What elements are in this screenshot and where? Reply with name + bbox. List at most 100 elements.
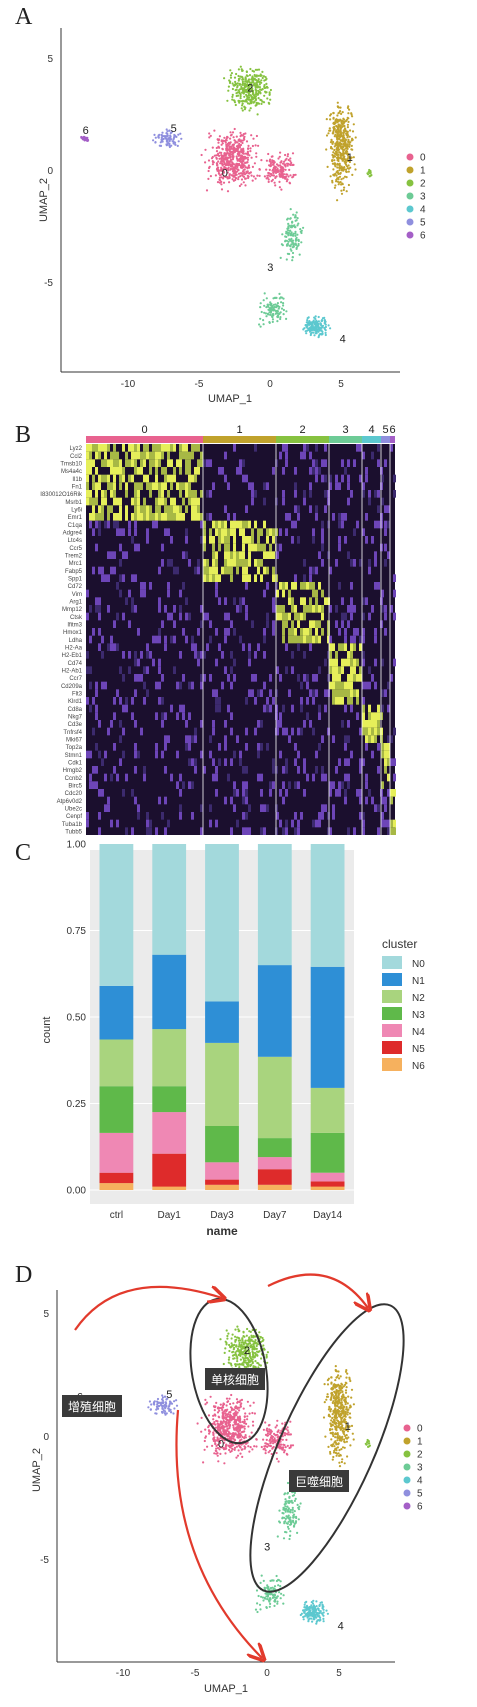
umap-point	[334, 1417, 337, 1420]
heatmap-cell	[125, 482, 128, 490]
heatmap-cell	[95, 681, 98, 690]
umap-point	[243, 1415, 246, 1418]
legend-swatch	[406, 205, 414, 213]
umap-point	[302, 226, 305, 229]
umap-point	[292, 232, 295, 235]
heatmap-cell	[327, 635, 330, 644]
heatmap-cell	[347, 674, 350, 682]
umap-point	[246, 1400, 249, 1403]
heatmap-cell	[218, 758, 221, 766]
umap-point	[266, 1432, 269, 1435]
heatmap-cell	[134, 674, 137, 682]
umap-point	[341, 140, 344, 143]
heatmap-cell	[107, 444, 110, 452]
heatmap-cell	[362, 812, 365, 820]
heatmap-cell	[146, 444, 149, 452]
heatmap-cell	[188, 681, 191, 690]
heatmap-cell	[347, 735, 350, 743]
umap-point	[290, 243, 293, 246]
heatmap-cell	[200, 804, 203, 812]
umap-point	[241, 1351, 244, 1354]
umap-point	[229, 74, 232, 77]
umap-point	[233, 1448, 236, 1451]
heatmap-cell	[285, 666, 288, 674]
umap-point	[265, 85, 268, 89]
umap-point	[279, 173, 282, 176]
heatmap-cell	[164, 605, 167, 613]
umap-plot-a: -10 -5 0 5 5 0 -5 UMAP_1 UMAP_2 0123456 …	[38, 28, 426, 405]
heatmap-cell	[134, 482, 137, 490]
umap-point	[268, 93, 271, 96]
umap-point	[245, 170, 248, 173]
heatmap-cell	[98, 827, 101, 835]
heatmap-cell	[309, 689, 312, 697]
umap-point	[239, 1417, 242, 1420]
umap-point	[337, 144, 340, 147]
heatmap-cell	[206, 643, 209, 651]
heatmap-cell	[191, 497, 194, 506]
bar-segment	[99, 844, 134, 986]
umap-point	[285, 310, 288, 313]
umap-point	[223, 1441, 226, 1444]
umap-point	[263, 85, 266, 88]
heatmap-cell	[312, 582, 315, 590]
heatmap-cell	[227, 551, 230, 559]
heatmap-cell	[269, 551, 272, 559]
umap-point	[336, 1446, 339, 1449]
umap-point	[244, 184, 247, 187]
umap-point	[330, 1419, 333, 1422]
umap-point	[337, 120, 340, 123]
heatmap-cell	[368, 712, 371, 720]
heatmap-cell	[191, 490, 194, 498]
umap-point	[252, 70, 256, 73]
heatmap-cell	[282, 727, 285, 736]
umap-point	[344, 1391, 348, 1394]
umap-point	[343, 152, 346, 155]
heatmap-cell	[318, 605, 321, 613]
heatmap-cell	[362, 635, 365, 644]
umap-point	[235, 1445, 238, 1448]
heatmap-cell	[224, 796, 227, 805]
umap-point	[271, 178, 274, 181]
heatmap-cell	[122, 467, 125, 475]
bar-segment	[310, 1181, 345, 1187]
heatmap-cell	[170, 497, 173, 506]
heatmap-cell	[341, 612, 344, 621]
umap-point	[336, 199, 339, 202]
heatmap-cell	[279, 528, 282, 536]
heatmap-cell	[101, 635, 104, 644]
heatmap-cell	[338, 697, 341, 705]
umap-point	[247, 164, 250, 167]
umap-point	[221, 1427, 224, 1430]
umap-point	[254, 1353, 257, 1356]
umap-point	[318, 326, 321, 329]
umap-point	[220, 143, 223, 146]
umap-point	[251, 1350, 254, 1353]
heatmap-cell	[86, 697, 89, 705]
umap-point	[327, 1413, 331, 1416]
umap-point	[282, 1446, 285, 1449]
heatmap-cell	[324, 444, 327, 452]
heatmap-cell	[341, 459, 344, 467]
umap-point	[268, 1428, 271, 1431]
heatmap-cell	[353, 643, 356, 651]
heatmap-cell	[236, 467, 239, 475]
heatmap-cell	[92, 444, 95, 452]
heatmap-cell	[179, 505, 182, 513]
umap-point	[229, 1413, 232, 1416]
heatmap-cell	[275, 712, 278, 720]
heatmap-cell	[89, 781, 92, 789]
heatmap-cell	[146, 651, 149, 659]
umap-point	[344, 1415, 347, 1418]
umap-point	[220, 139, 223, 143]
heatmap-cell	[294, 743, 297, 751]
umap-point	[338, 1461, 341, 1464]
heatmap-cell	[365, 796, 368, 805]
umap-point	[342, 1412, 345, 1415]
umap-point	[215, 150, 219, 153]
heatmap-cell	[239, 597, 242, 605]
heatmap-cell	[251, 497, 254, 506]
heatmap-cell	[188, 758, 191, 766]
heatmap-cell	[173, 467, 176, 475]
umap-point	[249, 1330, 252, 1333]
